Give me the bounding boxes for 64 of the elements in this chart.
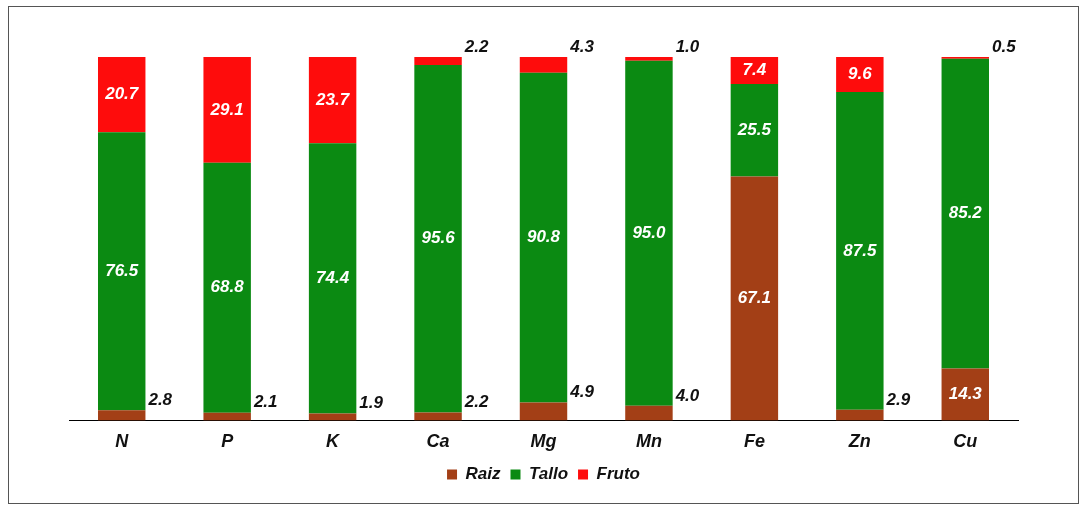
bar bbox=[836, 91, 884, 410]
data-label: 20.7 bbox=[104, 84, 140, 104]
bar bbox=[203, 412, 251, 421]
bar bbox=[625, 60, 673, 406]
data-label: 29.1 bbox=[209, 99, 244, 119]
bar bbox=[519, 57, 568, 73]
data-label: 9.6 bbox=[848, 64, 873, 84]
bar bbox=[941, 58, 989, 369]
data-label: 4.0 bbox=[674, 385, 700, 405]
bar bbox=[519, 402, 568, 421]
data-label: 2.9 bbox=[885, 389, 911, 409]
data-label: 95.0 bbox=[632, 222, 667, 242]
x-tick-label: N bbox=[115, 431, 130, 452]
data-label: 2.1 bbox=[252, 392, 278, 412]
data-label: 23.7 bbox=[315, 89, 351, 109]
bar bbox=[414, 57, 462, 65]
bar bbox=[519, 72, 568, 403]
bar bbox=[308, 57, 357, 144]
bar bbox=[730, 83, 779, 177]
bar bbox=[625, 57, 673, 61]
data-label: 25.5 bbox=[736, 119, 772, 139]
data-label: 2.8 bbox=[147, 389, 173, 409]
bar bbox=[203, 57, 251, 163]
data-label: 0.5 bbox=[992, 36, 1017, 56]
bar bbox=[308, 413, 357, 421]
data-label: 4.3 bbox=[569, 36, 595, 56]
bar bbox=[625, 405, 673, 421]
data-label: 1.9 bbox=[359, 393, 384, 413]
bar bbox=[414, 65, 462, 413]
data-label: 67.1 bbox=[737, 288, 771, 308]
data-label: 85.2 bbox=[948, 203, 983, 223]
bar bbox=[414, 412, 462, 421]
x-tick-label: Ca bbox=[426, 431, 450, 452]
data-label: 95.6 bbox=[421, 228, 456, 248]
data-label: 90.8 bbox=[526, 227, 561, 247]
data-label: 7.4 bbox=[742, 60, 767, 80]
data-label: 74.4 bbox=[316, 268, 350, 287]
x-tick-label: Cu bbox=[953, 431, 978, 452]
data-label: 2.2 bbox=[463, 392, 489, 412]
bar bbox=[836, 57, 884, 92]
bar bbox=[203, 162, 251, 413]
bar bbox=[98, 132, 146, 411]
legend-label: Tallo bbox=[528, 464, 569, 484]
x-tick-label: Mn bbox=[635, 431, 662, 452]
bar bbox=[836, 409, 884, 421]
data-label: 87.5 bbox=[843, 240, 877, 260]
data-label: 2.2 bbox=[463, 36, 489, 56]
bar bbox=[98, 57, 146, 133]
bar bbox=[730, 176, 779, 421]
x-tick-label: Zn bbox=[847, 431, 871, 452]
data-label: 1.0 bbox=[675, 36, 700, 56]
bar bbox=[308, 143, 357, 414]
legend-label: Raiz bbox=[465, 464, 501, 484]
x-tick-label: K bbox=[326, 431, 342, 452]
x-tick-label: Fe bbox=[743, 431, 765, 452]
legend-label: Fruto bbox=[596, 464, 640, 484]
data-label: 76.5 bbox=[105, 260, 139, 280]
bar bbox=[98, 410, 146, 421]
data-label: 68.8 bbox=[210, 277, 245, 297]
bar bbox=[941, 368, 989, 421]
data-label: 14.3 bbox=[948, 384, 983, 404]
x-tick-label: Mg bbox=[530, 431, 557, 452]
x-tick-label: P bbox=[221, 431, 235, 452]
data-label: 4.9 bbox=[569, 382, 595, 402]
